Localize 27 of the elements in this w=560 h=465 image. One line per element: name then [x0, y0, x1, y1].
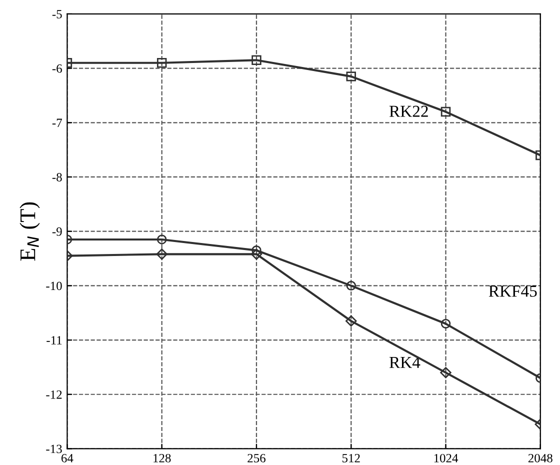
y-tick-label: -8 [52, 173, 62, 182]
x-tick-label: 1024 [434, 454, 458, 462]
y-tick-label: -9 [52, 227, 62, 236]
series-label: RK22 [389, 106, 428, 117]
point [346, 315, 357, 327]
point [346, 280, 356, 291]
y-tick-label: -12 [46, 390, 62, 399]
x-tick-label: 64 [61, 454, 74, 462]
x-tick-label: 128 [154, 454, 171, 462]
x-tick-label: 512 [342, 454, 360, 462]
series-label: RK4 [389, 356, 420, 368]
point [346, 72, 356, 82]
y-tick-label: -13 [46, 444, 62, 454]
point [440, 318, 451, 329]
point [250, 248, 262, 260]
point [440, 367, 452, 378]
point [252, 55, 262, 66]
y-tick-label: -6 [52, 64, 62, 73]
x-tick-label: 256 [248, 454, 266, 462]
x-tick-label: 2048 [528, 454, 552, 462]
y-tick-label: -10 [46, 282, 62, 290]
y-tick-label: -11 [46, 336, 62, 344]
y-tick-label: -7 [52, 118, 62, 127]
y-tick-label: -5 [52, 10, 62, 18]
y-axis-title: E$_{N}$ (T) [20, 202, 40, 261]
point [440, 106, 451, 117]
text: RKF45 [488, 286, 537, 297]
